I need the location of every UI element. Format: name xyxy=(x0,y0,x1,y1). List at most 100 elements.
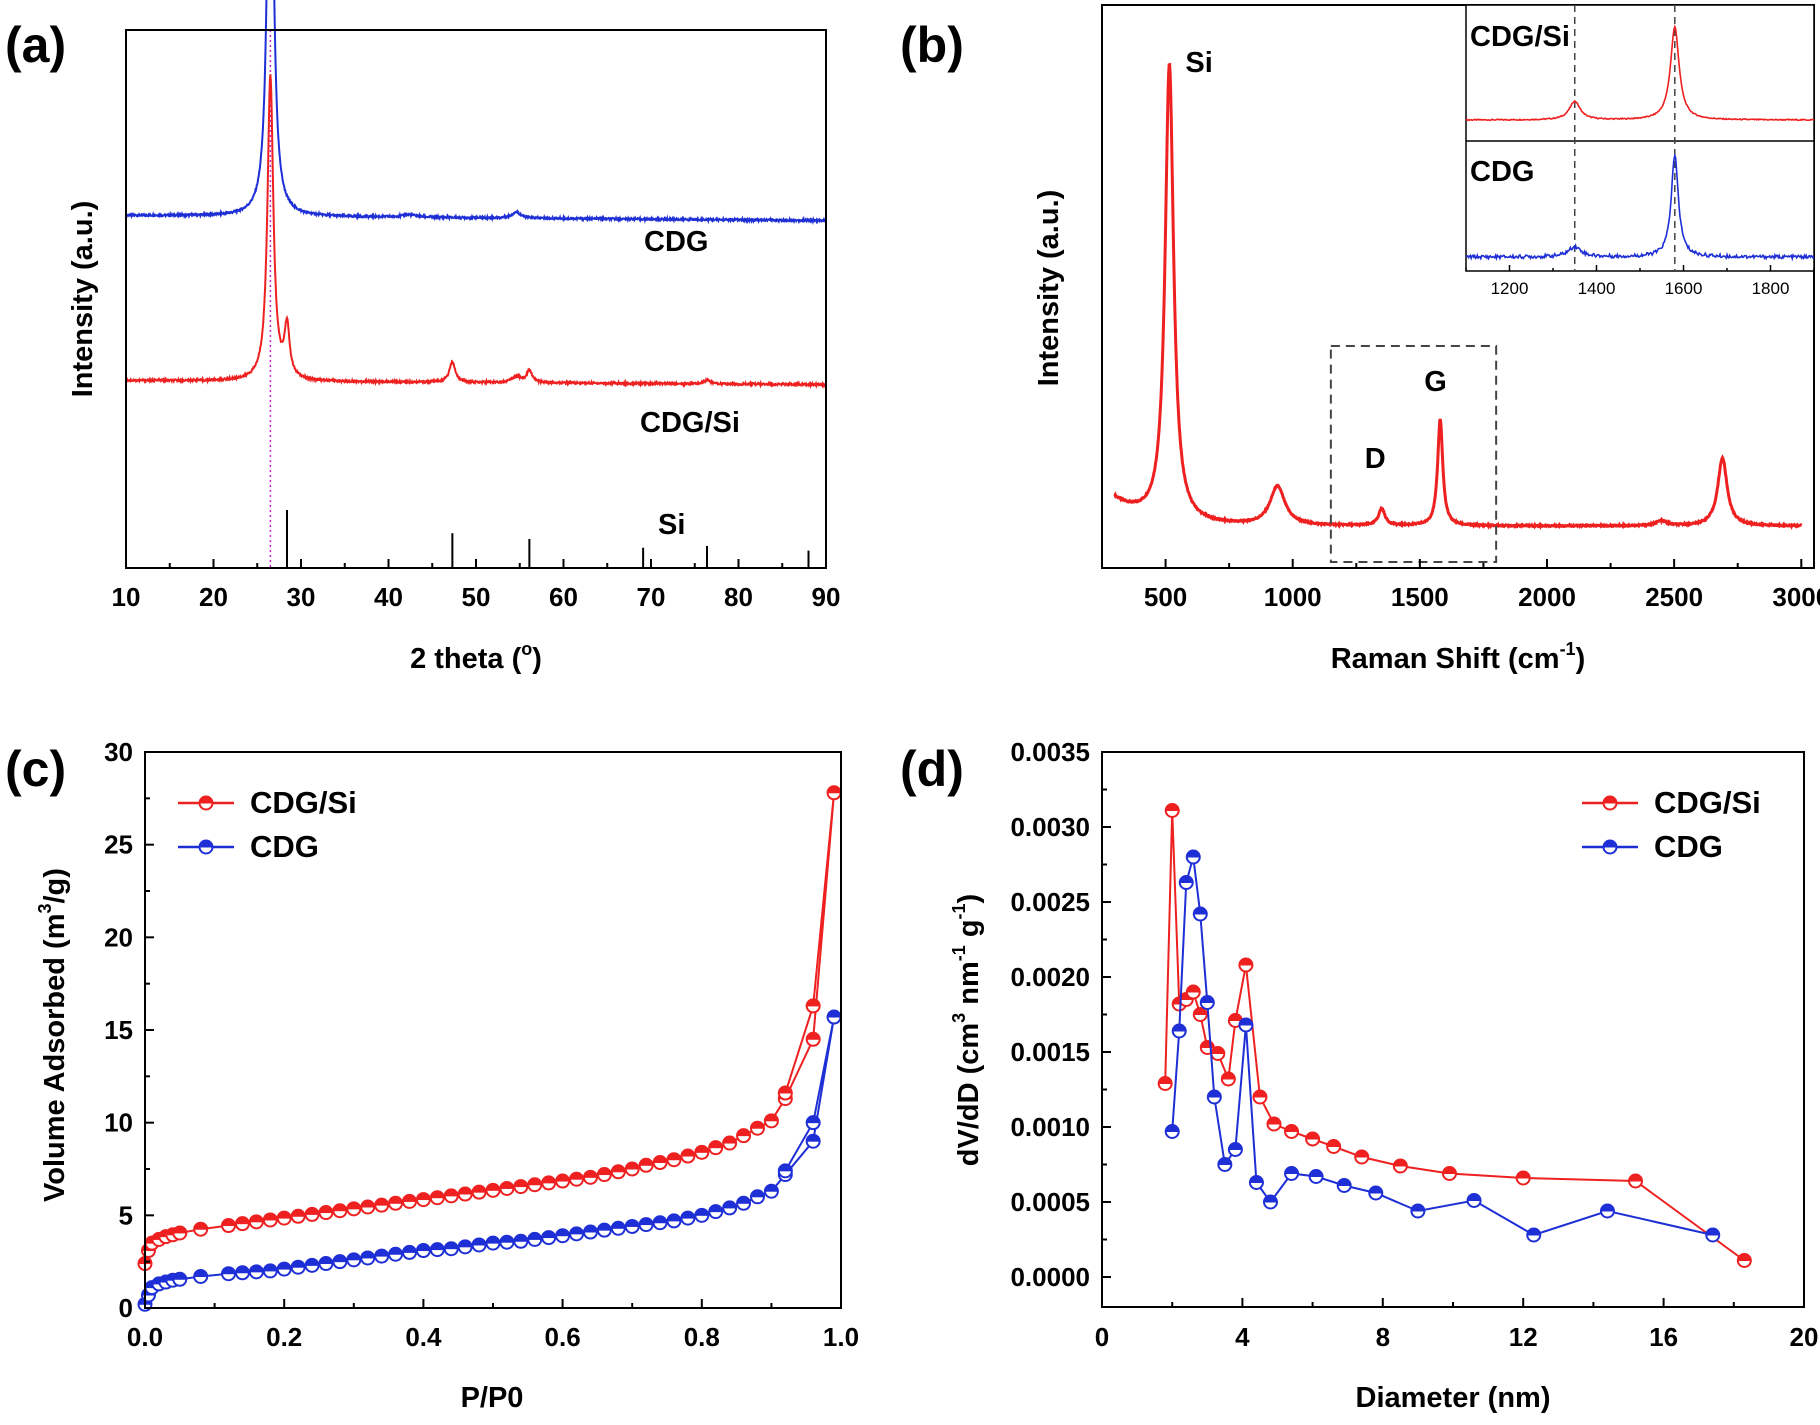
pore-distribution-panel: 0 4 8 12 16 20 0.0000 0.0005 0.0010 0.0015 0.0020 0… xyxy=(949,737,1818,1414)
pore-distribution-y-axis-title: dV/dD (cm3 nm-1 g-1) xyxy=(949,894,985,1166)
pore-point-cdg-si xyxy=(1238,957,1254,973)
pore-point-cdg xyxy=(1164,1124,1180,1139)
raman-panel: 500 1000 1500 2000 2500 3000 Raman Shift (cm-… xyxy=(1033,4,1820,675)
pore-y-tick-label: 0.0015 xyxy=(1010,1037,1090,1067)
pore-point-cdg xyxy=(1284,1166,1300,1181)
pore-point-cdg-si xyxy=(1441,1166,1457,1181)
pore-point-cdg-si xyxy=(1157,1076,1173,1091)
pore-point-cdg-si xyxy=(1266,1116,1282,1132)
isotherm-x-tick-label: 0.4 xyxy=(405,1322,442,1352)
pore-distribution-legend: CDG/Si CDG xyxy=(1582,785,1761,864)
isotherm-point-cdg-si xyxy=(374,1197,390,1213)
isotherm-legend-label-cdg: CDG xyxy=(250,829,319,864)
raman-inset-label-cdg: CDG xyxy=(1470,156,1534,188)
pore-y-tick-label: 0.0035 xyxy=(1010,737,1090,767)
isotherm-point-cdg xyxy=(234,1265,250,1281)
isotherm-point-cdg xyxy=(360,1250,376,1266)
raman-highlight-box xyxy=(1329,345,1498,563)
isotherm-point-cdg-si xyxy=(749,1120,765,1136)
pore-x-tick-label: 8 xyxy=(1376,1322,1390,1352)
raman-plot-area xyxy=(1113,62,1803,531)
pore-point-cdg-si xyxy=(1220,1071,1236,1087)
isotherm-point-cdg xyxy=(680,1210,696,1226)
raman-x-axis-title: Raman Shift (cm-1) xyxy=(1331,639,1586,675)
xrd-x-tick-label: 30 xyxy=(287,582,316,612)
raman-inset-x-tick-label: 1400 xyxy=(1578,279,1616,298)
pore-legend-marker xyxy=(1602,839,1618,855)
isotherm-point-cdg xyxy=(471,1237,487,1253)
isotherm-point-cdg xyxy=(569,1226,585,1242)
isotherm-point-cdg-si xyxy=(541,1175,557,1191)
pore-point-cdg xyxy=(1526,1227,1542,1243)
xrd-x-tick-label: 90 xyxy=(812,582,841,612)
isotherm-point-cdg xyxy=(332,1254,348,1270)
xrd-plot-area xyxy=(125,0,827,568)
isotherm-x-tick-label: 1.0 xyxy=(823,1322,859,1352)
isotherm-point-cdg xyxy=(513,1233,529,1249)
pore-point-cdg xyxy=(1262,1194,1278,1210)
isotherm-point-cdg xyxy=(401,1244,417,1260)
isotherm-point-cdg xyxy=(805,1133,821,1149)
raman-inset-x-tick-label: 1600 xyxy=(1665,279,1703,298)
isotherm-point-cdg xyxy=(749,1189,765,1205)
isotherm-point-cdg-si xyxy=(304,1206,320,1222)
isotherm-point-cdg xyxy=(541,1230,557,1246)
pore-point-cdg-si xyxy=(1164,803,1180,818)
isotherm-point-cdg xyxy=(763,1183,779,1199)
isotherm-point-cdg xyxy=(193,1268,209,1284)
isotherm-point-cdg xyxy=(346,1252,362,1268)
pore-point-cdg-si xyxy=(1326,1139,1342,1154)
isotherm-point-cdg xyxy=(736,1195,752,1211)
isotherm-point-cdg-si xyxy=(290,1208,306,1224)
pore-y-tick-label: 0.0020 xyxy=(1010,962,1090,992)
pore-y-tick-label: 0.0030 xyxy=(1010,812,1090,842)
isotherm-point-cdg xyxy=(304,1257,320,1273)
isotherm-x-axis-title: P/P0 xyxy=(461,1382,524,1414)
isotherm-point-cdg-si xyxy=(172,1225,188,1241)
isotherm-y-tick-label: 5 xyxy=(119,1200,133,1230)
pore-x-tick-label: 20 xyxy=(1790,1322,1819,1352)
isotherm-point-cdg-si xyxy=(805,998,821,1014)
pore-y-tick-label: 0.0000 xyxy=(1010,1262,1090,1292)
isotherm-point-cdg xyxy=(777,1163,793,1179)
raman-label-d: D xyxy=(1365,443,1386,475)
pore-point-cdg xyxy=(1199,995,1215,1010)
xrd-x-tick-label: 40 xyxy=(374,582,403,612)
pore-point-cdg xyxy=(1336,1178,1352,1193)
isotherm-point-cdg-si xyxy=(485,1182,501,1198)
isotherm-point-cdg-si xyxy=(193,1221,209,1237)
pore-point-cdg-si xyxy=(1736,1253,1752,1268)
pore-point-cdg-si xyxy=(1284,1124,1300,1139)
isotherm-point-cdg-si xyxy=(708,1140,724,1156)
isotherm-x-tick-label: 0.2 xyxy=(266,1322,302,1352)
isotherm-point-cdg xyxy=(722,1200,738,1216)
isotherm-point-cdg-si xyxy=(652,1155,668,1171)
isotherm-point-cdg xyxy=(429,1242,445,1258)
pore-distribution-x-axis-title: Diameter (nm) xyxy=(1356,1382,1551,1414)
pore-x-tick-label: 12 xyxy=(1509,1322,1538,1352)
pore-y-tick-label: 0.0025 xyxy=(1010,887,1090,917)
isotherm-point-cdg-si xyxy=(221,1218,237,1234)
xrd-x-tick-label: 80 xyxy=(724,582,753,612)
raman-x-tick-label: 1500 xyxy=(1391,582,1449,612)
isotherm-legend-swatch-cdg xyxy=(178,839,234,855)
raman-label-si: Si xyxy=(1185,47,1212,79)
isotherm-point-cdg-si xyxy=(722,1135,738,1151)
isotherm-line-cdg xyxy=(144,1016,836,1305)
isotherm-point-cdg-si xyxy=(332,1203,348,1219)
isotherm-point-cdg xyxy=(826,1009,842,1025)
xrd-label-si-reference: Si xyxy=(658,509,685,541)
isotherm-plot-area xyxy=(137,785,842,1312)
isotherm-point-cdg xyxy=(624,1218,640,1234)
pore-point-cdg xyxy=(1599,1203,1615,1219)
raman-inset-x-tick-label: 1800 xyxy=(1752,279,1790,298)
isotherm-point-cdg xyxy=(248,1264,264,1280)
isotherm-y-tick-label: 0 xyxy=(119,1293,133,1323)
isotherm-point-cdg-si xyxy=(471,1184,487,1200)
isotherm-point-cdg-si xyxy=(582,1169,598,1185)
pore-point-cdg-si xyxy=(1192,1007,1208,1022)
xrd-label-cdg: CDG xyxy=(644,226,708,258)
xrd-x-tick-label: 70 xyxy=(637,582,666,612)
xrd-label-cdg-si: CDG/Si xyxy=(640,407,740,439)
